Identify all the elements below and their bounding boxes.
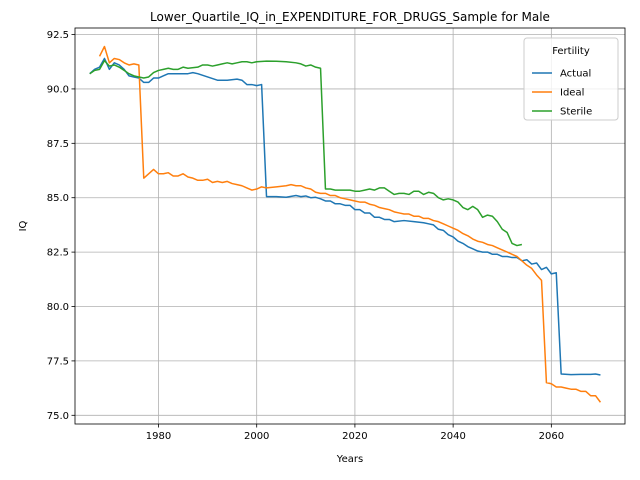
legend-label-sterile: Sterile — [560, 107, 592, 118]
y-tick-label: 87.5 — [47, 139, 69, 150]
legend-label-actual: Actual — [560, 69, 591, 80]
y-tick-label: 85.0 — [47, 193, 69, 204]
grid-lines — [75, 28, 625, 424]
x-tick-label: 1980 — [146, 431, 171, 442]
series-line-sterile — [89, 59, 523, 247]
y-tick-label: 80.0 — [47, 302, 69, 313]
y-axis-label: IQ — [18, 220, 29, 231]
y-tick-label: 82.5 — [47, 248, 69, 259]
y-tick-label: 77.5 — [47, 356, 69, 367]
series-line-ideal — [98, 45, 602, 403]
x-tick-label: 2020 — [342, 431, 367, 442]
chart-title: Lower_Quartile_IQ_in_EXPENDITURE_FOR_DRU… — [150, 10, 550, 24]
legend-title: Fertility — [552, 46, 590, 57]
series-line-actual — [89, 57, 601, 376]
x-tick-label: 2000 — [244, 431, 269, 442]
plot-frame — [74, 27, 626, 425]
y-tick-label: 90.0 — [47, 84, 69, 95]
axis-ticks: 1980 2000 2020 2040 2060 75.0 77.5 80.0 82.5 85.0… — [47, 30, 564, 442]
x-tick-label: 2060 — [539, 431, 564, 442]
x-tick-label: 2040 — [440, 431, 465, 442]
y-tick-label: 92.5 — [47, 30, 69, 41]
legend: Fertility Actual Ideal Sterile — [523, 37, 619, 121]
legend-box — [523, 37, 619, 121]
series-lines — [89, 45, 602, 403]
y-tick-label: 75.0 — [47, 411, 69, 422]
legend-label-ideal: Ideal — [560, 88, 584, 99]
x-axis-label: Years — [336, 454, 363, 465]
